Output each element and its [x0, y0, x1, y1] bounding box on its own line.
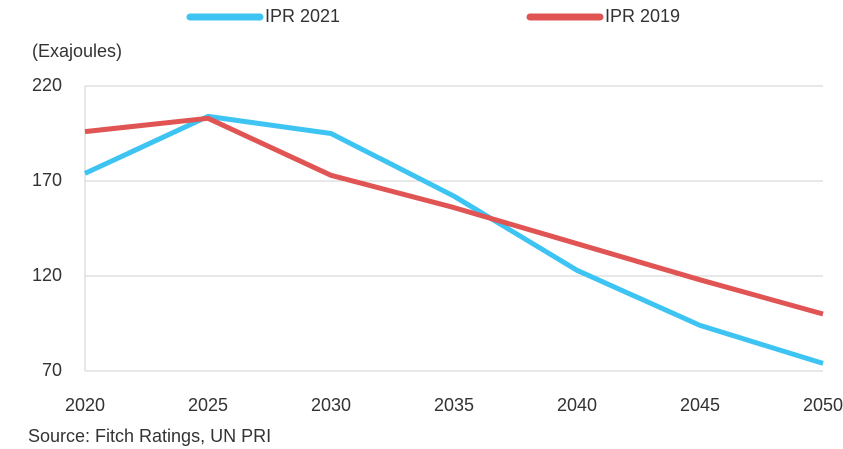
source-note: Source: Fitch Ratings, UN PRI — [28, 426, 271, 446]
x-tick-label: 2030 — [311, 395, 351, 415]
x-tick-label: 2050 — [803, 395, 843, 415]
y-tick-label: 170 — [32, 170, 62, 190]
x-tick-label: 2040 — [557, 395, 597, 415]
y-tick-label: 120 — [32, 265, 62, 285]
x-tick-label: 2025 — [188, 395, 228, 415]
series-line — [83, 113, 824, 366]
y-axis-label: (Exajoules) — [32, 41, 122, 61]
y-tick-label: 220 — [32, 75, 62, 95]
legend-label: IPR 2021 — [265, 6, 340, 26]
x-tick-label: 2020 — [65, 395, 105, 415]
y-tick-label: 70 — [42, 360, 62, 380]
series-line — [84, 115, 824, 317]
x-tick-label: 2035 — [434, 395, 474, 415]
x-tick-label: 2045 — [680, 395, 720, 415]
legend-label: IPR 2019 — [605, 6, 680, 26]
